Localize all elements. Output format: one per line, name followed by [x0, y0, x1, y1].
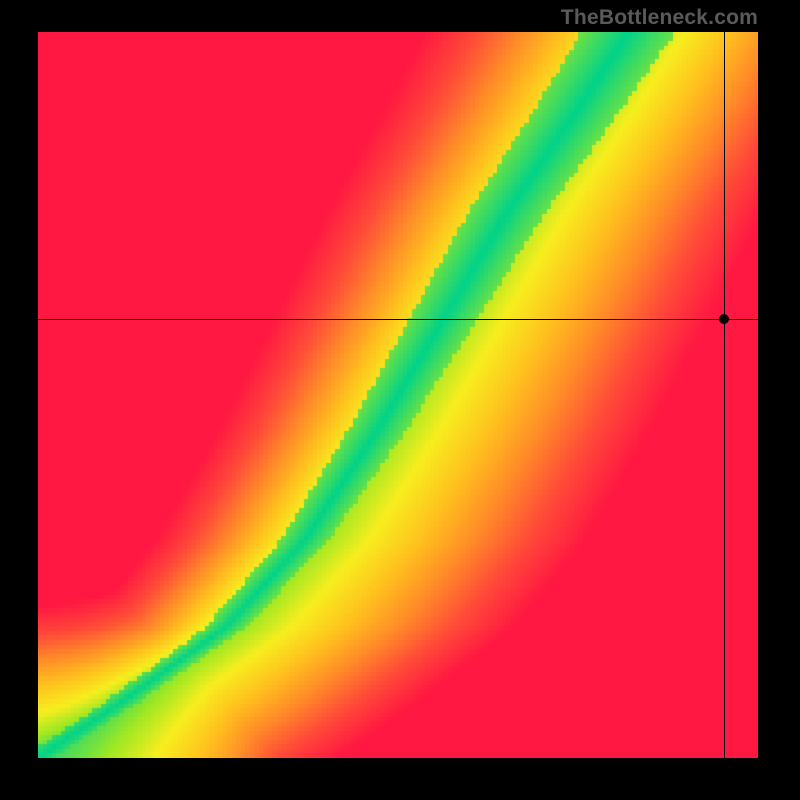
heatmap-canvas	[38, 32, 758, 758]
crosshair-vertical	[724, 32, 725, 758]
crosshair-marker[interactable]	[719, 314, 729, 324]
crosshair-horizontal	[38, 319, 758, 320]
watermark-text: TheBottleneck.com	[561, 6, 758, 30]
